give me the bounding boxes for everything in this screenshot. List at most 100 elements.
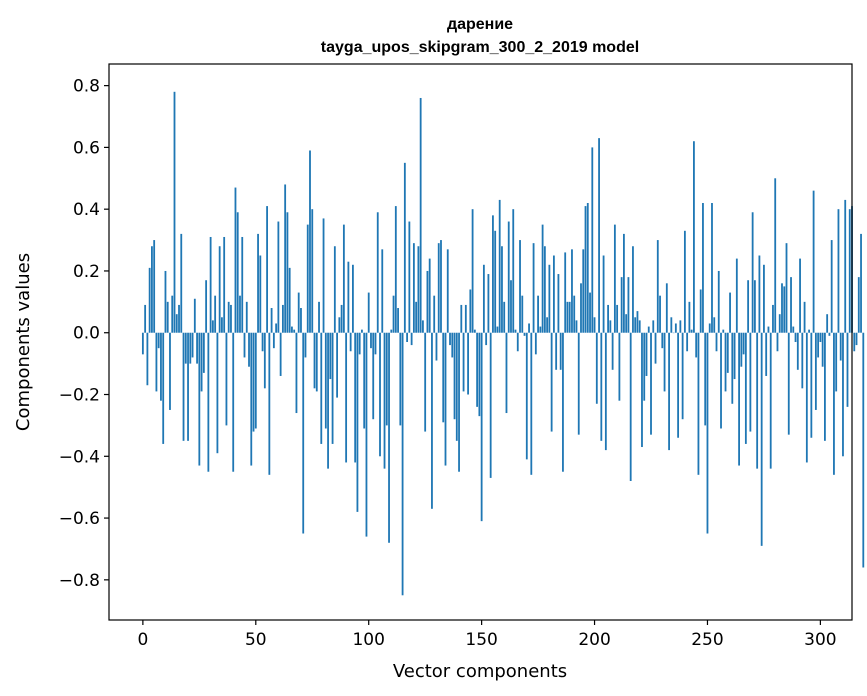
bar-227 <box>654 332 657 364</box>
bar-39 <box>230 304 232 333</box>
y-tick-label: −0.6 <box>59 509 100 529</box>
bar-155 <box>492 215 494 333</box>
bar-163 <box>510 280 512 333</box>
bar-52 <box>259 255 262 333</box>
bar-311 <box>844 199 847 333</box>
bar-103 <box>374 332 377 355</box>
bar-165 <box>514 329 517 333</box>
bar-34 <box>218 246 221 333</box>
bar-142 <box>462 332 465 392</box>
bar-140 <box>458 332 460 472</box>
bar-249 <box>704 332 707 426</box>
bar-293 <box>803 301 806 333</box>
bar-199 <box>591 147 594 333</box>
chart-title-line-2: tayga_upos_skipgram_300_2_2019 model <box>321 39 639 56</box>
bar-129 <box>433 295 436 333</box>
bar-108 <box>385 332 388 426</box>
bar-254 <box>715 332 718 352</box>
bar-7 <box>157 332 160 349</box>
bar-270 <box>751 212 754 333</box>
y-axis-ticks: −0.8 −0.6 −0.4 −0.2 0.0 0.2 0.4 0.6 0.8 <box>59 77 109 591</box>
y-tick-label: 0.4 <box>73 200 100 220</box>
bar-112 <box>394 206 397 333</box>
bar-200 <box>593 317 596 333</box>
bar-171 <box>528 323 530 333</box>
bar-229 <box>659 295 661 333</box>
bar-150 <box>480 332 483 522</box>
bar-36 <box>223 236 226 333</box>
bar-273 <box>758 255 761 333</box>
bar-188 <box>566 301 569 333</box>
bar-12 <box>169 332 171 410</box>
bar-66 <box>291 326 293 333</box>
x-tick-label: 0 <box>137 630 148 650</box>
bar-282 <box>778 314 781 333</box>
bar-46 <box>245 301 248 333</box>
bar-131 <box>437 243 440 333</box>
bar-186 <box>562 332 564 472</box>
y-tick-label: 0.8 <box>73 77 100 97</box>
bar-190 <box>571 249 573 333</box>
bar-152 <box>485 332 488 346</box>
bar-16 <box>178 304 180 333</box>
bar-213 <box>623 233 625 333</box>
bar-71 <box>302 332 305 534</box>
bar-319 <box>862 332 865 568</box>
bar-51 <box>257 233 259 333</box>
bar-145 <box>469 289 472 333</box>
bar-222 <box>643 332 646 401</box>
bar-75 <box>311 209 314 333</box>
bar-220 <box>638 320 641 333</box>
bar-292 <box>801 332 804 389</box>
bar-88 <box>340 304 343 333</box>
bar-276 <box>765 332 768 376</box>
bar-102 <box>372 332 375 420</box>
bar-14 <box>173 91 176 333</box>
bar-172 <box>530 332 533 475</box>
bar-261 <box>731 332 734 404</box>
bar-59 <box>275 323 278 333</box>
bar-19 <box>184 332 187 364</box>
bar-239 <box>681 332 684 420</box>
bar-304 <box>828 332 831 336</box>
bar-43 <box>239 295 241 333</box>
bar-272 <box>756 332 759 469</box>
bar-187 <box>564 252 567 333</box>
bar-93 <box>352 264 354 333</box>
bar-105 <box>379 332 381 457</box>
bar-33 <box>216 332 219 454</box>
bar-183 <box>555 332 558 370</box>
bar-268 <box>747 280 750 333</box>
bar-247 <box>699 289 702 333</box>
bar-197 <box>586 203 589 333</box>
bar-164 <box>512 209 515 333</box>
bar-205 <box>604 332 607 451</box>
plot-frame <box>108 63 853 621</box>
bar-271 <box>753 280 756 333</box>
bar-281 <box>776 332 779 352</box>
bar-251 <box>708 323 711 333</box>
bar-240 <box>683 230 686 333</box>
bar-58 <box>272 332 275 349</box>
bar-64 <box>286 212 289 333</box>
bar-232 <box>665 283 668 333</box>
bar-92 <box>349 332 352 352</box>
bar-286 <box>787 332 790 435</box>
bar-305 <box>830 240 833 333</box>
bar-302 <box>824 332 826 441</box>
bar-24 <box>196 332 198 364</box>
bar-210 <box>616 304 619 333</box>
bar-259 <box>726 332 729 373</box>
bar-84 <box>331 332 334 444</box>
bar-193 <box>577 332 580 435</box>
bar-250 <box>706 332 709 534</box>
bar-94 <box>354 332 357 463</box>
bar-21 <box>189 332 192 364</box>
bar-175 <box>537 295 539 333</box>
bar-74 <box>309 150 311 333</box>
bar-211 <box>618 332 621 401</box>
bar-214 <box>625 314 628 333</box>
y-tick-label: 0.0 <box>73 324 100 344</box>
bar-69 <box>297 292 300 333</box>
